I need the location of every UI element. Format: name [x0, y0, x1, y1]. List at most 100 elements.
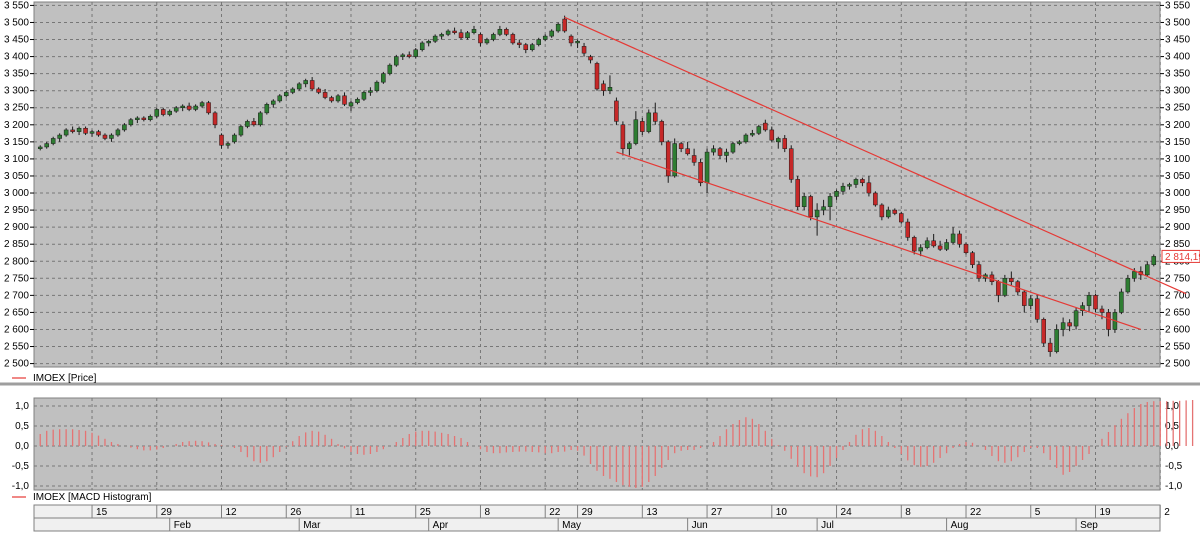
- candle-down: [206, 102, 211, 114]
- candle-up: [50, 138, 56, 144]
- candle-down: [717, 148, 723, 156]
- day-tick-label: 2: [1164, 507, 1170, 518]
- candle-down: [911, 237, 917, 252]
- candle-down: [957, 233, 962, 245]
- candle-up: [711, 148, 716, 153]
- candle-up: [542, 35, 548, 40]
- candle-up: [445, 30, 451, 35]
- macd-y-tick-left: -0,5: [12, 461, 30, 472]
- candle-down: [892, 209, 898, 214]
- price-y-tick-left: 2 700: [4, 290, 29, 301]
- candle-down: [905, 221, 911, 238]
- candle-up: [374, 81, 380, 91]
- candle-down: [1041, 318, 1046, 344]
- macd-y-tick-right: -0,5: [1165, 461, 1183, 472]
- price-y-tick-left: 3 300: [4, 86, 29, 97]
- price-y-tick-right: 2 950: [1165, 205, 1190, 216]
- candle-down: [996, 281, 1001, 296]
- candle-down: [504, 29, 509, 35]
- candle-down: [517, 42, 522, 45]
- candle-down: [763, 122, 768, 131]
- candle-down: [698, 162, 703, 184]
- candle-down: [899, 213, 904, 223]
- candle-up: [575, 40, 580, 44]
- price-y-tick-left: 2 650: [4, 307, 29, 318]
- candle-up: [672, 143, 677, 177]
- price-y-tick-right: 3 000: [1165, 188, 1190, 199]
- candle-up: [335, 95, 341, 102]
- candle-down: [523, 44, 529, 51]
- candle-down: [1034, 298, 1040, 320]
- candle-up: [950, 233, 956, 243]
- trend-line: [564, 16, 1187, 295]
- candle-down: [316, 88, 321, 93]
- candle-up: [44, 143, 49, 148]
- candle-up: [834, 191, 839, 197]
- day-tick-label: 29: [161, 507, 173, 518]
- candle-up: [128, 119, 134, 126]
- price-y-tick-right: 2 900: [1165, 222, 1190, 233]
- candle-up: [199, 102, 205, 107]
- candle-up: [484, 39, 490, 44]
- candle-up: [413, 49, 418, 57]
- candle-up: [173, 107, 179, 112]
- macd-plot-area: [33, 397, 1161, 491]
- candle-up: [63, 129, 69, 136]
- candle-up: [89, 131, 95, 134]
- price-y-tick-left: 2 900: [4, 222, 29, 233]
- candle-up: [1151, 256, 1157, 265]
- price-y-tick-right: 2 600: [1165, 324, 1190, 335]
- time-axis: 1529122611258222913271024822519216FebMar…: [33, 504, 1170, 532]
- candle-up: [368, 90, 373, 93]
- macd-legend: IMOEX [MACD Histogram]: [12, 492, 152, 503]
- candle-up: [465, 32, 470, 39]
- candle-up: [743, 134, 749, 143]
- price-y-tick-left: 2 500: [4, 359, 29, 370]
- candle-up: [1060, 322, 1066, 330]
- price-y-tick-right: 2 700: [1165, 290, 1190, 301]
- price-y-tick-left: 3 000: [4, 188, 29, 199]
- price-legend: IMOEX [Price]: [12, 373, 97, 384]
- candle-up: [886, 209, 891, 218]
- candle-up: [730, 143, 736, 153]
- macd-y-tick-right: -1,0: [1165, 481, 1183, 492]
- candle-up: [37, 146, 43, 149]
- price-legend-label: IMOEX [Price]: [33, 373, 97, 384]
- candle-up: [1054, 329, 1059, 352]
- day-tick-label: 27: [711, 507, 723, 518]
- price-y-tick-left: 3 250: [4, 103, 29, 114]
- candle-up: [924, 240, 930, 248]
- candle-up: [821, 206, 826, 211]
- candle-up: [303, 80, 308, 85]
- candle-down: [1047, 342, 1053, 352]
- candle-up: [814, 209, 820, 218]
- day-tick-label: 25: [420, 507, 432, 518]
- candle-up: [536, 39, 541, 45]
- price-y-tick-right: 3 550: [1165, 0, 1190, 11]
- candle-up: [148, 116, 153, 120]
- price-y-tick-right: 3 100: [1165, 154, 1190, 165]
- candle-down: [808, 196, 813, 218]
- price-y-tick-right: 3 350: [1165, 69, 1190, 80]
- candle-up: [271, 100, 276, 105]
- macd-panel: 1,0 1,0 0,5 0,5 0,0 0,0 -0,5 -0,5 -1,0 -1,0: [12, 397, 1194, 492]
- price-y-tick-left: 3 550: [4, 0, 29, 11]
- candle-up: [232, 134, 237, 143]
- day-tick-label: 22: [970, 507, 982, 518]
- candle-down: [594, 63, 600, 90]
- candle-up: [283, 92, 289, 97]
- candle-up: [277, 95, 283, 102]
- candle-up: [238, 126, 244, 136]
- candle-up: [646, 112, 652, 132]
- macd-y-tick-left: 1,0: [15, 401, 29, 412]
- candle-down: [691, 155, 697, 163]
- candle-up: [245, 121, 250, 127]
- candle-down: [141, 117, 147, 120]
- price-y-tick-right: 3 450: [1165, 35, 1190, 46]
- candle-down: [1009, 278, 1014, 282]
- candle-down: [309, 80, 315, 90]
- price-y-tick-left: 3 150: [4, 137, 29, 148]
- candle-down: [452, 30, 457, 33]
- candle-down: [219, 134, 224, 146]
